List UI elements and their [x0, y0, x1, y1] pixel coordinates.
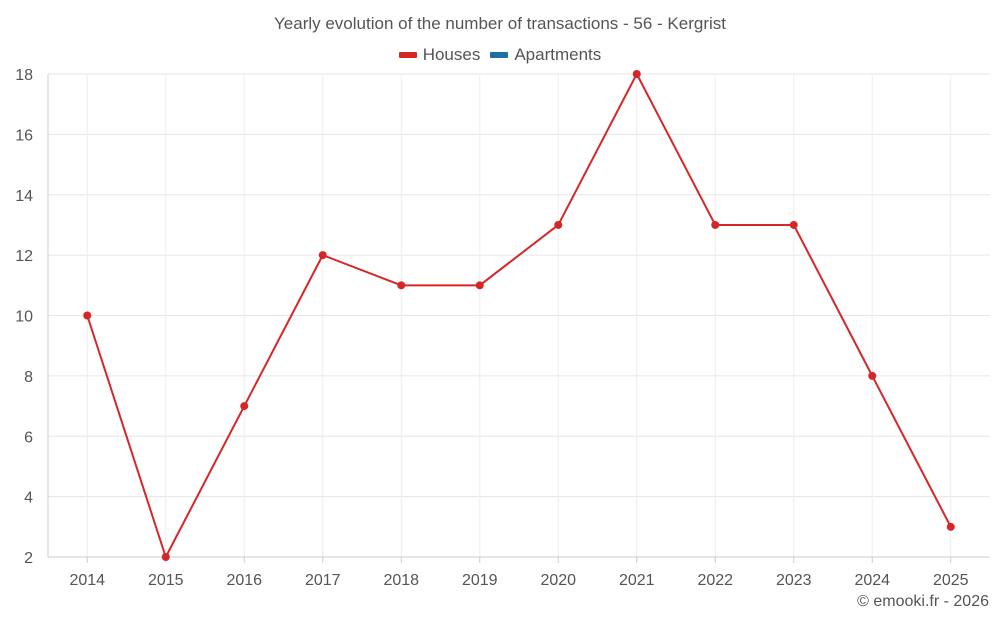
- data-point[interactable]: [789, 220, 798, 229]
- x-tick-label: 2015: [148, 572, 184, 589]
- data-point[interactable]: [946, 522, 955, 531]
- y-tick-label: 18: [15, 67, 33, 84]
- x-tick-label: 2025: [933, 572, 969, 589]
- x-tick-label: 2020: [540, 572, 576, 589]
- data-point[interactable]: [83, 311, 92, 320]
- x-tick-label: 2019: [462, 572, 498, 589]
- data-point[interactable]: [161, 553, 170, 561]
- data-point[interactable]: [475, 281, 484, 290]
- x-tick-label: 2022: [697, 572, 733, 589]
- data-point[interactable]: [240, 402, 249, 411]
- series-line-houses: [86, 73, 952, 558]
- legend-item-houses[interactable]: Houses: [398, 45, 481, 65]
- legend: Houses Apartments: [0, 45, 1000, 65]
- legend-label-apartments: Apartments: [514, 45, 602, 64]
- legend-swatch-apartments: [490, 52, 509, 58]
- y-tick-label: 6: [24, 429, 33, 446]
- data-point[interactable]: [397, 281, 406, 290]
- data-point[interactable]: [318, 251, 327, 260]
- data-point[interactable]: [711, 220, 720, 229]
- y-tick-label: 4: [24, 490, 33, 507]
- grid: [48, 73, 990, 558]
- x-tick-label: 2024: [854, 572, 890, 589]
- series-layer: [83, 70, 955, 561]
- x-tick-label: 2021: [619, 572, 655, 589]
- chart-title: Yearly evolution of the number of transa…: [274, 14, 726, 33]
- axes: 2 4 6 8 10 12 14 16 18 2014 2015 2016 2017 2018 2019 20…: [15, 67, 990, 589]
- x-tick-label: 2014: [69, 572, 105, 589]
- credit-text: © emooki.fr - 2026: [857, 593, 989, 610]
- data-point[interactable]: [554, 220, 563, 229]
- y-tick-label: 16: [15, 127, 33, 144]
- legend-label-houses: Houses: [422, 45, 481, 64]
- y-tick-label: 8: [24, 369, 33, 386]
- legend-swatch-houses: [398, 52, 417, 58]
- data-point[interactable]: [632, 70, 641, 78]
- x-tick-label: 2018: [383, 572, 419, 589]
- x-tick-label: 2016: [226, 572, 262, 589]
- data-point[interactable]: [868, 371, 877, 380]
- y-tick-label: 14: [15, 188, 33, 205]
- x-tick-label: 2023: [776, 572, 812, 589]
- y-tick-label: 10: [15, 309, 33, 326]
- y-tick-label: 2: [24, 550, 33, 567]
- x-tick-label: 2017: [305, 572, 341, 589]
- legend-item-apartments[interactable]: Apartments: [490, 45, 601, 65]
- y-tick-label: 12: [15, 248, 33, 265]
